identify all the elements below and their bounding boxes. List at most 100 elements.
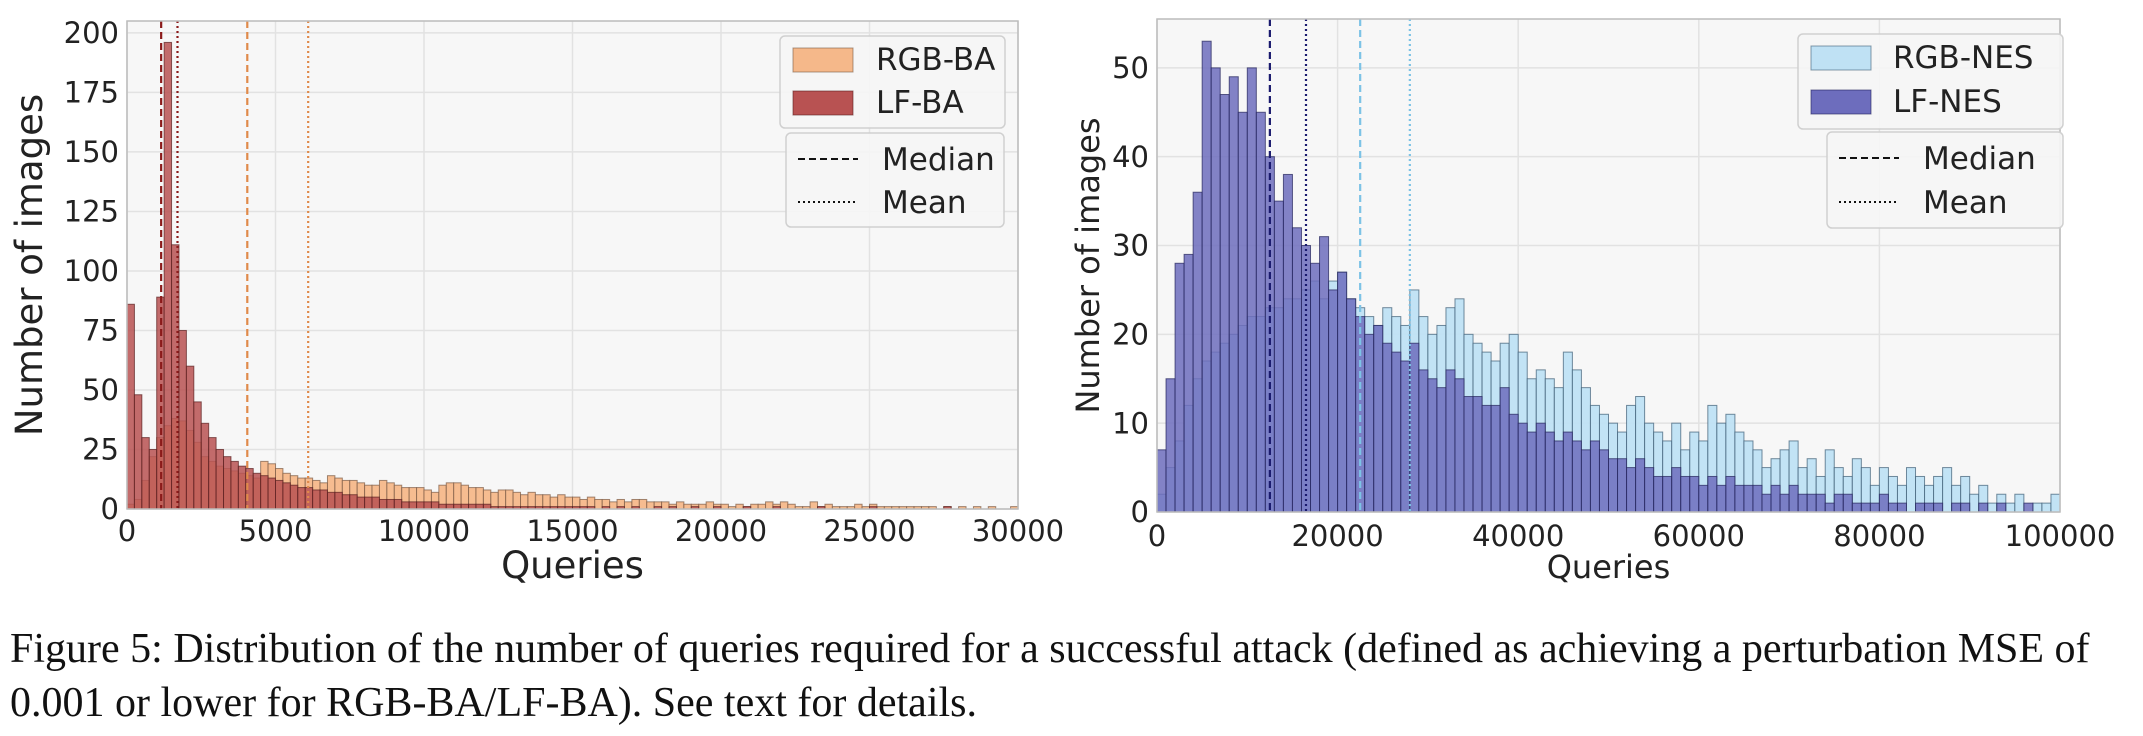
bar [1725, 475, 1736, 513]
y-tick-label: 0 [1131, 495, 1149, 529]
bar [1373, 324, 1384, 513]
bar [1291, 227, 1302, 513]
bar [1869, 502, 1880, 513]
bar [1626, 467, 1637, 513]
bar [2005, 502, 2016, 513]
bar [178, 329, 187, 510]
bar [1924, 502, 1935, 513]
bar [1951, 502, 1962, 513]
x-tick-label: 60000 [1653, 519, 1745, 553]
bar [809, 501, 819, 510]
line-legend-label: Median [1923, 141, 2036, 177]
bar [1716, 484, 1727, 513]
bar [2023, 502, 2034, 513]
y-tick-label: 20 [1112, 317, 1149, 351]
bar [1833, 493, 1844, 513]
bar [1445, 369, 1456, 513]
bar [297, 487, 306, 510]
bar [1210, 67, 1221, 513]
bar [1499, 387, 1510, 513]
y-tick-label: 200 [64, 16, 119, 50]
y-tick-label: 0 [101, 492, 119, 526]
bar [430, 501, 440, 510]
y-tick-label: 25 [82, 433, 119, 467]
bar [2032, 502, 2043, 513]
legend-label: LF-NES [1893, 84, 2002, 120]
bar [1978, 502, 1989, 513]
bar [1960, 502, 1971, 513]
legend-swatch [1810, 45, 1872, 71]
y-tick-label: 10 [1112, 406, 1149, 440]
bar [401, 501, 410, 510]
axes-frame [1156, 18, 2061, 513]
line-legend-box [785, 132, 1005, 228]
bar [646, 501, 655, 510]
bar [1770, 484, 1781, 513]
bar [1183, 253, 1194, 513]
bar [1490, 404, 1501, 513]
line-legend-label: Median [882, 142, 995, 178]
bar [2014, 493, 2025, 513]
bar [1915, 502, 1926, 513]
series-lf-nes [1156, 40, 2034, 513]
bar [1310, 262, 1321, 513]
bar [230, 460, 239, 510]
bar [416, 501, 425, 510]
bar [1815, 493, 1826, 513]
chart-right-rgb-nes-lf-nes: 0 20000 40000 60000 80000 100000 0 10 20 30 40 50 Qu… [1069, 18, 2115, 586]
bar [1662, 475, 1673, 513]
bar [1752, 484, 1763, 513]
bar [408, 501, 418, 510]
bar [1698, 484, 1709, 513]
y-tick-label: 100 [64, 254, 119, 288]
legend-label: LF-BA [876, 85, 964, 121]
bar [1364, 333, 1375, 513]
bar [334, 491, 343, 510]
bar [1454, 378, 1465, 513]
legend-swatch [792, 90, 854, 116]
bar [1246, 67, 1257, 513]
axes-frame [126, 20, 1019, 510]
bar [1192, 191, 1203, 513]
bar [1562, 431, 1573, 513]
bar [1436, 387, 1447, 513]
bar [675, 501, 685, 510]
bar [260, 475, 269, 510]
bar [200, 422, 210, 510]
bar [1996, 502, 2007, 513]
bar [326, 491, 336, 510]
bar [282, 482, 291, 510]
y-tick-label: 150 [64, 135, 119, 169]
bar [163, 41, 173, 510]
bar [1544, 431, 1555, 513]
bar [765, 501, 774, 510]
bar [364, 496, 373, 510]
bar [267, 477, 277, 510]
bar [312, 489, 321, 510]
legend-swatch [792, 47, 854, 73]
bar [371, 496, 380, 510]
bar [1842, 493, 1853, 513]
y-tick-label: 75 [82, 314, 119, 348]
bar [1851, 502, 1862, 513]
y-axis-label: Number of images [1069, 117, 1107, 413]
bar [594, 498, 603, 510]
bar [423, 501, 432, 510]
bar [378, 498, 388, 510]
bar [1553, 440, 1564, 513]
bar [779, 501, 789, 510]
bar [275, 479, 284, 510]
bar [1517, 422, 1528, 513]
bar [1598, 449, 1609, 513]
bar [1617, 458, 1628, 513]
bar [1734, 484, 1745, 513]
x-tick-label: 5000 [239, 514, 313, 548]
bar [252, 472, 262, 510]
bar [705, 501, 715, 510]
bar [304, 487, 314, 510]
y-tick-label: 50 [82, 373, 119, 407]
bar [215, 448, 225, 510]
bar [1680, 475, 1691, 513]
bar [1887, 502, 1898, 513]
bar [1671, 467, 1682, 513]
